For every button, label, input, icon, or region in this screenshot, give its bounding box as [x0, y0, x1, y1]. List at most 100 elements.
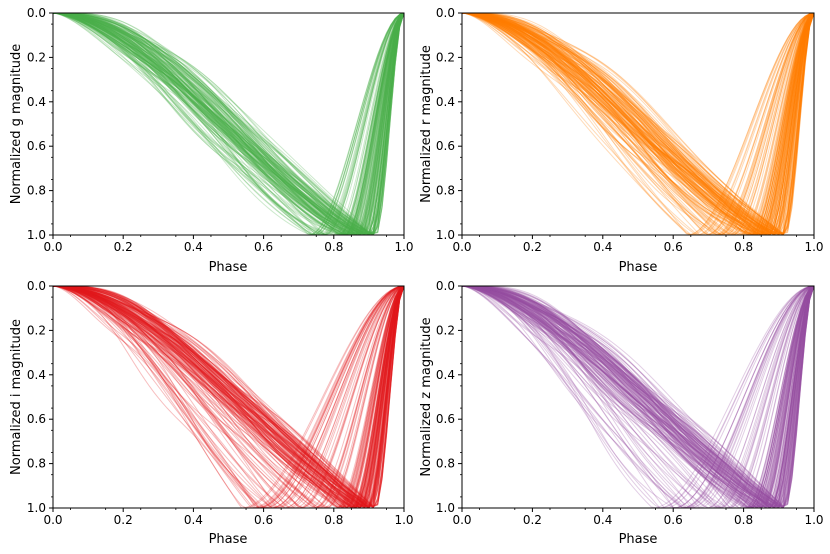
- light-curve: [462, 13, 814, 235]
- y-tick-label: 0.6: [27, 139, 46, 153]
- light-curve: [53, 286, 404, 508]
- light-curve: [53, 13, 404, 235]
- light-curve: [53, 286, 404, 508]
- light-curve: [53, 286, 404, 508]
- light-curve: [462, 286, 814, 508]
- light-curve: [462, 13, 814, 235]
- light-curve: [53, 286, 404, 508]
- light-curve: [462, 286, 814, 508]
- light-curve: [53, 286, 404, 508]
- light-curve: [462, 286, 814, 508]
- light-curve: [462, 13, 814, 235]
- light-curve: [462, 286, 814, 508]
- light-curve: [462, 13, 814, 235]
- light-curve: [462, 286, 814, 508]
- light-curve: [53, 13, 404, 234]
- light-curve: [462, 286, 814, 508]
- light-curve: [53, 286, 404, 508]
- light-curve: [53, 286, 404, 508]
- light-curve: [462, 286, 814, 508]
- light-curve: [462, 13, 814, 235]
- x-tick-label: 1.0: [394, 240, 413, 254]
- y-tick-label: 1.0: [436, 228, 455, 242]
- light-curve: [53, 13, 404, 235]
- light-curve: [53, 13, 404, 235]
- panel-r: 0.0 0.2 0.4 0.6 0.8 1.00.00.20.40.60.81.0 Pha…: [419, 6, 824, 275]
- light-curve: [53, 13, 404, 235]
- light-curve: [462, 286, 814, 508]
- light-curve: [53, 286, 404, 508]
- light-curve: [53, 286, 404, 508]
- light-curve: [53, 286, 404, 508]
- ticks: 0.0 0.2 0.4 0.6 0.8 1.00.00.20.40.60.81.0: [436, 279, 824, 527]
- light-curve: [53, 286, 404, 508]
- light-curve: [462, 286, 814, 507]
- light-curve: [53, 286, 404, 508]
- light-curve: [53, 286, 404, 508]
- light-curve: [462, 286, 814, 508]
- light-curve: [462, 13, 814, 235]
- ticks: 0.0 0.2 0.4 0.6 0.8 1.00.00.20.40.60.81.0: [27, 279, 414, 527]
- light-curve: [462, 286, 814, 508]
- light-curve: [462, 13, 814, 235]
- light-curve: [53, 13, 404, 235]
- light-curve: [462, 13, 814, 235]
- light-curve: [53, 286, 404, 508]
- light-curve: [53, 13, 404, 235]
- light-curve: [462, 286, 814, 508]
- light-curve: [53, 13, 404, 235]
- y-axis-label: Normalized r magnitude: [419, 45, 434, 203]
- light-curve: [462, 13, 814, 235]
- light-curve: [53, 286, 404, 508]
- light-curve: [53, 13, 404, 235]
- light-curve: [53, 13, 404, 235]
- light-curve: [53, 13, 404, 235]
- light-curve: [53, 286, 404, 508]
- light-curve: [462, 13, 814, 235]
- light-curve: [53, 286, 404, 508]
- light-curve: [53, 286, 404, 508]
- light-curve: [462, 286, 814, 508]
- y-axis-label: Normalized g magnitude: [9, 44, 24, 205]
- light-curve: [53, 13, 404, 235]
- light-curve: [53, 286, 404, 508]
- light-curve: [53, 13, 404, 235]
- light-curve: [462, 286, 814, 508]
- light-curve: [462, 13, 814, 235]
- light-curve: [53, 286, 404, 508]
- light-curve: [462, 286, 814, 508]
- light-curve: [462, 13, 814, 235]
- light-curve: [462, 13, 814, 235]
- light-curve: [53, 13, 404, 235]
- light-curve: [53, 286, 404, 508]
- light-curve: [53, 13, 404, 235]
- light-curve: [53, 13, 404, 235]
- light-curve: [53, 286, 404, 508]
- light-curve: [53, 286, 404, 508]
- light-curve: [53, 13, 404, 235]
- light-curve: [462, 286, 814, 508]
- light-curve: [53, 286, 404, 508]
- light-curve: [462, 286, 814, 508]
- light-curve: [53, 286, 404, 508]
- light-curve: [462, 286, 814, 508]
- light-curve: [462, 13, 814, 235]
- light-curve: [53, 13, 404, 235]
- y-tick-label: 0.0: [436, 279, 455, 293]
- light-curve: [462, 286, 814, 508]
- light-curve: [462, 13, 814, 235]
- light-curve: [462, 13, 814, 235]
- light-curve: [53, 286, 404, 508]
- light-curve: [462, 13, 814, 235]
- light-curve: [53, 286, 404, 508]
- light-curve: [462, 13, 814, 235]
- light-curve: [53, 13, 404, 235]
- light-curve: [462, 13, 814, 235]
- light-curve: [53, 286, 404, 508]
- light-curve: [462, 13, 814, 235]
- light-curve: [462, 286, 814, 508]
- light-curve: [53, 286, 404, 508]
- light-curve: [462, 13, 814, 234]
- light-curve: [462, 286, 814, 508]
- x-tick-label: 0.0: [452, 240, 471, 254]
